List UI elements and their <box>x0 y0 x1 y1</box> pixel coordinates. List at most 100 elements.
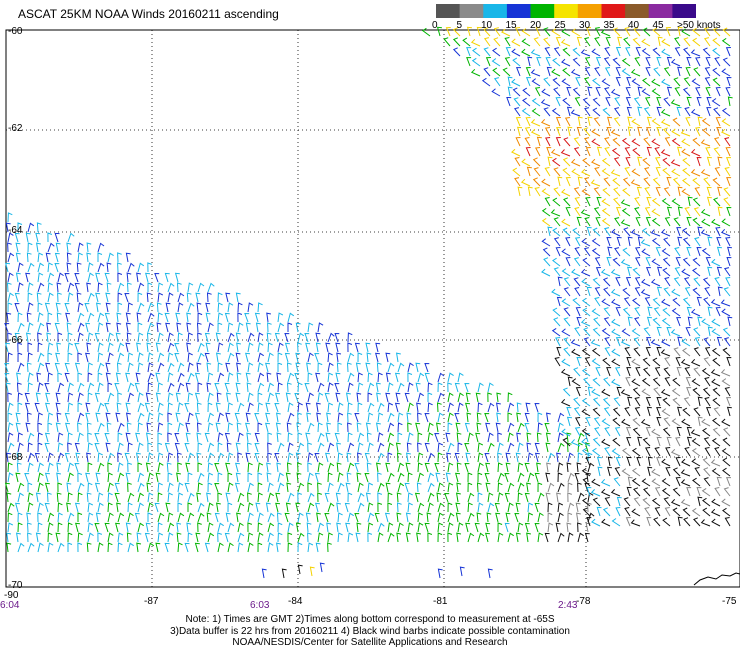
wind-barb <box>671 418 681 427</box>
wind-barb <box>155 342 161 353</box>
wind-barb <box>116 312 122 323</box>
wind-barb <box>417 372 425 383</box>
wind-barb <box>77 412 85 423</box>
wind-barb <box>477 472 483 483</box>
wind-barb <box>584 107 591 117</box>
wind-barb <box>55 302 61 313</box>
wind-barb <box>647 306 653 317</box>
wind-barb <box>15 422 21 433</box>
wind-barb <box>711 468 721 477</box>
wind-barb <box>116 362 122 373</box>
wind-barb <box>27 432 35 443</box>
wind-barb <box>305 342 311 353</box>
wind-barb <box>427 532 433 543</box>
wind-barb <box>614 247 621 257</box>
wind-barb <box>536 462 542 473</box>
wind-barb <box>117 352 125 363</box>
wind-barb <box>107 382 113 393</box>
wind-barb <box>397 472 405 483</box>
wind-barb <box>47 462 54 473</box>
wind-barb <box>702 427 711 437</box>
wind-barb <box>496 412 502 423</box>
wind-barb <box>721 308 731 317</box>
wind-barb <box>306 362 312 373</box>
wind-barb <box>607 466 612 477</box>
wind-barb <box>551 157 561 167</box>
wind-barb <box>157 352 165 363</box>
wind-barb <box>661 248 671 257</box>
wind-barb <box>541 188 551 197</box>
wind-barb <box>327 362 334 373</box>
wind-barb <box>147 322 155 333</box>
wind-barb <box>465 392 471 403</box>
wind-barb <box>77 492 83 503</box>
wind-barb <box>557 472 563 483</box>
wind-barb <box>562 167 571 177</box>
wind-barb <box>94 432 100 443</box>
wind-barb <box>236 362 242 373</box>
wind-barb <box>137 302 145 313</box>
wind-barb <box>627 396 633 407</box>
wind-barb <box>367 402 375 413</box>
wind-barb <box>695 57 701 67</box>
wind-barb <box>561 28 571 37</box>
wind-barb <box>634 277 641 287</box>
wind-barb <box>17 282 24 293</box>
wind-barb <box>37 432 43 443</box>
wind-barb <box>517 472 525 483</box>
wind-barb <box>612 417 621 427</box>
wind-barb <box>643 487 651 497</box>
wind-barb <box>615 77 621 87</box>
wind-barb <box>683 517 691 527</box>
wind-barb <box>634 307 641 317</box>
wind-barb <box>610 489 621 497</box>
wind-barb <box>25 272 31 283</box>
wind-barb <box>56 312 62 323</box>
wind-barb <box>435 422 441 433</box>
wind-barb <box>44 472 50 483</box>
wind-barb <box>677 406 682 417</box>
wind-barb <box>327 462 335 473</box>
wind-barb <box>585 417 591 427</box>
wind-barb <box>511 38 521 47</box>
wind-barb <box>604 337 611 347</box>
wind-barb <box>464 382 470 393</box>
wind-barb <box>681 148 691 157</box>
wind-barb <box>504 37 511 47</box>
wind-barb <box>672 177 681 187</box>
wind-barb <box>176 522 182 533</box>
wind-barb <box>107 482 114 493</box>
wind-barb <box>87 532 94 543</box>
wind-barb <box>581 297 591 307</box>
wind-barb <box>126 422 132 433</box>
wind-barb <box>44 482 50 493</box>
wind-barb <box>136 272 142 283</box>
wind-barb <box>635 247 641 257</box>
wind-barb <box>521 38 531 47</box>
wind-barb <box>466 412 472 423</box>
wind-barb <box>427 472 435 483</box>
wind-barb <box>125 432 131 443</box>
wind-barb <box>315 402 321 413</box>
wind-barb <box>604 497 611 507</box>
wind-barb <box>154 502 160 513</box>
wind-barb <box>467 492 475 503</box>
wind-barb <box>45 362 51 373</box>
wind-barb <box>247 492 252 503</box>
wind-barb <box>511 148 521 157</box>
wind-barb <box>7 512 13 523</box>
wind-barb <box>407 402 414 413</box>
wind-barb <box>417 452 424 463</box>
wind-barb <box>464 462 470 473</box>
wind-barb <box>97 492 104 503</box>
wind-barb <box>626 356 632 367</box>
wind-barb <box>7 472 14 483</box>
wind-barb <box>225 492 231 503</box>
wind-barb <box>67 332 73 343</box>
wind-barb <box>511 48 521 57</box>
wind-barb <box>395 392 401 403</box>
wind-barb <box>704 377 711 387</box>
wind-barb <box>37 282 45 293</box>
wind-barb <box>37 272 44 283</box>
wind-barb <box>725 237 731 247</box>
